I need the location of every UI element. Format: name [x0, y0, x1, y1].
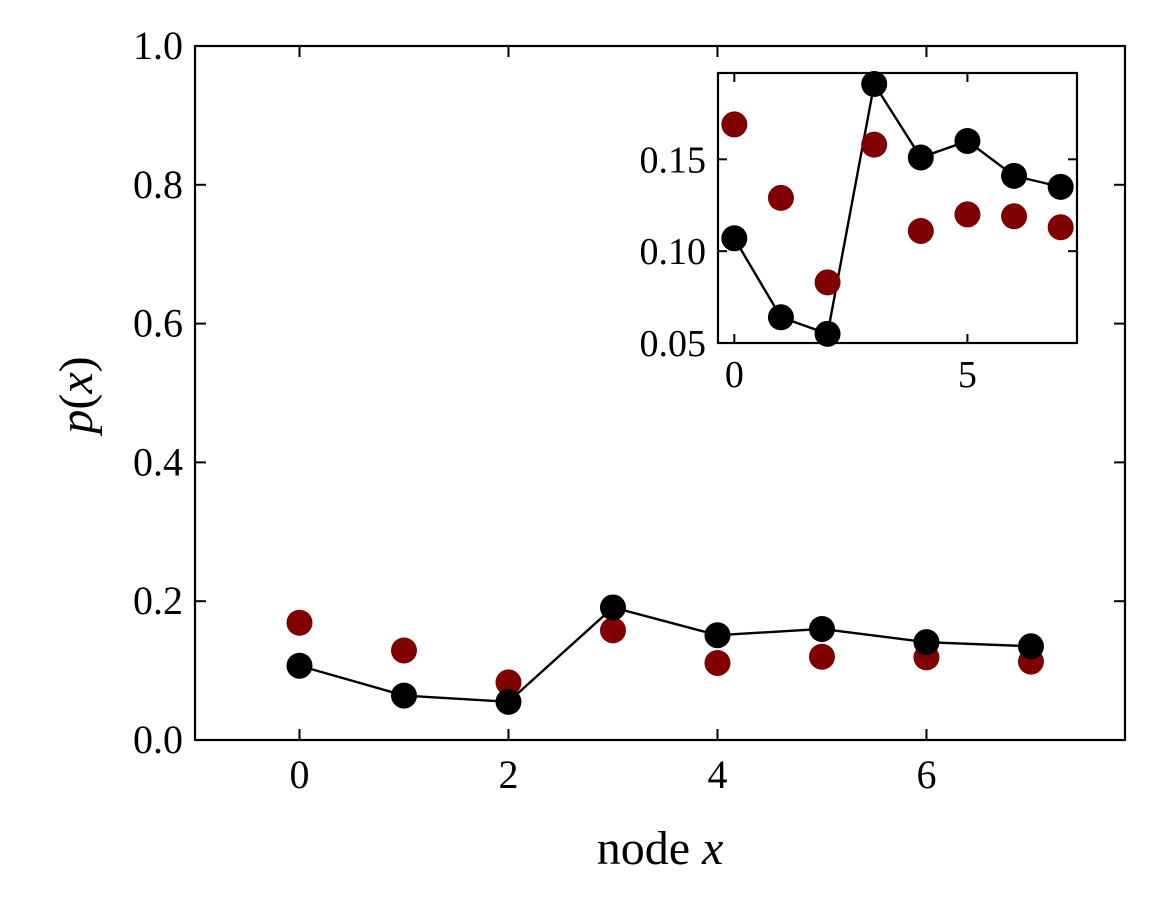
inset-series-red-point	[721, 111, 748, 138]
main-x-tick-label: 2	[498, 752, 518, 797]
main-series-black-point	[704, 622, 731, 649]
main-x-tick-label: 0	[289, 752, 309, 797]
inset-series-red-point	[954, 201, 981, 228]
main-x-tick-label: 4	[707, 752, 727, 797]
inset-series-black-point	[767, 304, 794, 331]
inset-series-red-point	[1001, 203, 1028, 230]
inset-series-black-point	[1047, 173, 1074, 200]
inset-series-black-point	[907, 144, 934, 171]
main-y-tick-label: 0.8	[133, 162, 183, 207]
main-y-tick-label: 1.0	[133, 23, 183, 68]
main-x-tick-label: 6	[916, 752, 936, 797]
main-series-black-point	[808, 615, 835, 642]
x-axis-label-text: node	[597, 822, 690, 875]
y-axis-label: p(x)	[50, 356, 103, 436]
main-series-red-point	[495, 669, 522, 696]
main-series-red-point	[704, 649, 731, 676]
main-y-tick-label: 0.2	[133, 578, 183, 623]
main-y-tick-label: 0.6	[133, 301, 183, 346]
inset-series-red-point	[861, 131, 888, 158]
x-axis-label: node x	[597, 822, 724, 875]
inset-y-tick-label: 0.05	[640, 323, 707, 365]
main-frame	[193, 44, 1127, 742]
main-series-black-point	[1017, 633, 1044, 660]
inset-axes: 0 5 0.05 0.10 0.15	[640, 71, 1079, 396]
y-axis-label-arg: x	[50, 372, 103, 394]
inset-series-black-point	[861, 71, 888, 98]
main-y-tick-label: 0.4	[133, 439, 183, 484]
main-series-red-point	[599, 617, 626, 644]
inset-series-red-point	[907, 217, 934, 244]
inset-series-black-point	[721, 225, 748, 252]
inset-x-tick-label: 5	[958, 354, 977, 396]
inset-series-black-point	[1001, 162, 1028, 189]
inset-x-tick-label: 0	[725, 354, 744, 396]
main-series-red-point	[808, 643, 835, 670]
inset-series-black-point	[954, 127, 981, 154]
main-series-black-point	[286, 652, 313, 679]
inset-y-tick-label: 0.10	[640, 231, 707, 273]
main-series-black-point	[599, 594, 626, 621]
inset-series-black-point	[814, 320, 841, 347]
inset-y-tick-label: 0.15	[640, 139, 707, 181]
main-series-black-point	[390, 682, 417, 709]
y-axis-label-func: p	[50, 410, 103, 437]
main-axes: 0 2 4 6 0.0 0.2 0.4 0.6 0.8 1.0	[133, 23, 1127, 797]
inset-series-red-point	[814, 269, 841, 296]
main-series-red-point	[390, 637, 417, 664]
main-y-tick-label: 0.0	[133, 717, 183, 762]
inset-frame	[716, 71, 1079, 345]
main-series-red-point	[286, 609, 313, 636]
inset-series-red-point	[767, 184, 794, 211]
x-axis-label-var: x	[701, 822, 723, 875]
main-series-black-point	[913, 629, 940, 656]
main-series-black-point	[495, 688, 522, 715]
main-series-black-line	[299, 606, 1032, 704]
inset-series-red-point	[1047, 214, 1074, 241]
